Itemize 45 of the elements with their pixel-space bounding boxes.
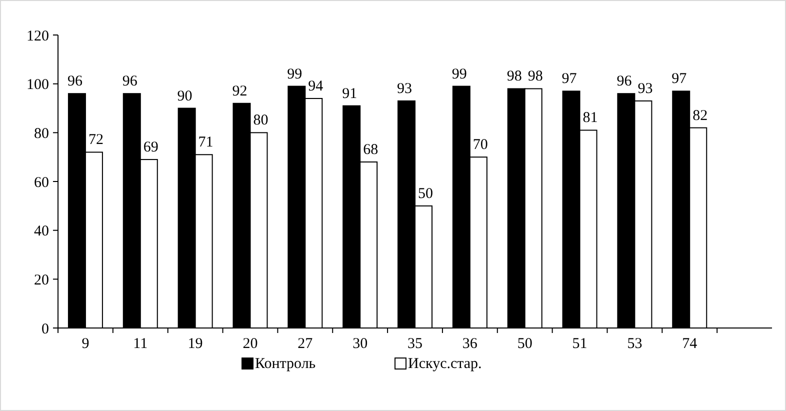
y-tick-label: 120 (26, 28, 49, 44)
data-label: 94 (308, 78, 324, 94)
data-label: 70 (472, 137, 488, 154)
x-tick-label: 74 (682, 336, 698, 352)
y-tick-label: 40 (34, 224, 49, 240)
y-tick-label: 100 (26, 77, 49, 94)
data-label: 80 (253, 112, 268, 129)
data-label: 90 (177, 88, 192, 104)
data-label: 97 (562, 71, 578, 88)
data-label: 69 (143, 140, 158, 156)
data-label: 82 (692, 108, 708, 124)
data-label: 97 (672, 71, 688, 88)
x-tick-label: 19 (188, 336, 203, 352)
x-tick-label: 53 (627, 336, 642, 352)
data-label: 99 (452, 66, 467, 82)
legend-label: Искус.стар. (408, 356, 482, 372)
data-label: 71 (198, 134, 214, 151)
data-label: 99 (287, 66, 302, 82)
x-tick-label: 35 (408, 336, 422, 352)
y-tick-label: 20 (34, 272, 49, 288)
data-label: 96 (122, 74, 138, 90)
x-tick-label: 11 (133, 336, 148, 352)
x-tick-label: 27 (298, 336, 314, 352)
data-label: 68 (363, 142, 378, 158)
legend-label: Контроль (255, 356, 316, 372)
data-label: 50 (418, 186, 433, 202)
data-label: 93 (397, 80, 412, 97)
x-tick-label: 50 (517, 336, 532, 352)
data-label: 96 (67, 74, 83, 90)
x-tick-label: 20 (242, 336, 258, 352)
x-tick-label: 51 (572, 336, 588, 352)
data-label: 72 (88, 132, 104, 148)
data-label: 96 (616, 74, 632, 90)
y-tick-label: 80 (34, 126, 49, 142)
y-tick-label: 60 (34, 174, 49, 191)
y-tick-label: 0 (42, 321, 49, 338)
data-label: 98 (506, 68, 522, 85)
data-label: 92 (232, 83, 248, 100)
x-tick-label: 36 (462, 336, 478, 352)
x-tick-label: 9 (82, 336, 90, 352)
data-label: 81 (582, 110, 598, 126)
data-label: 93 (638, 80, 653, 97)
x-tick-label: 30 (352, 336, 368, 352)
data-label: 91 (342, 86, 358, 102)
data-label: 98 (528, 68, 543, 85)
